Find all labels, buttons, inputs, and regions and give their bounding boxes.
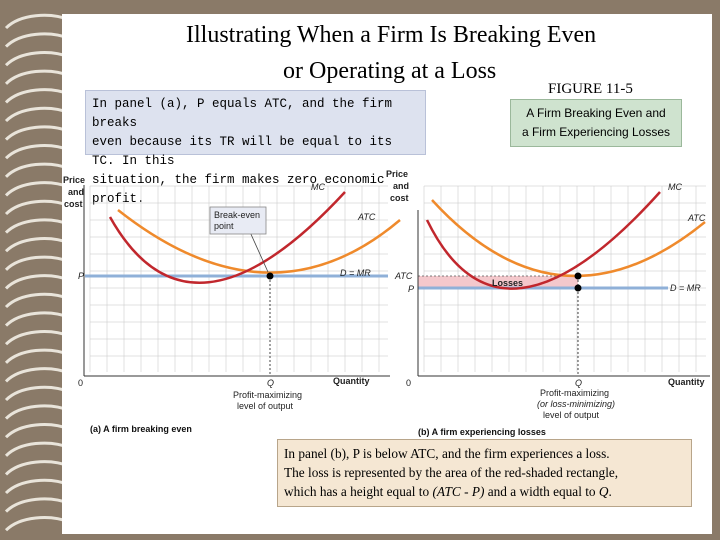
figure-caption-box: A Firm Breaking Even and a Firm Experien… [510,99,682,147]
panel-b-note-line3-mid: and a width equal to [484,484,599,499]
panel-b-note-line3-q: Q [598,484,609,499]
panel-a-callout-box [209,206,267,235]
panel-a-ylabel-3: cost [64,199,83,209]
panel-b-atc-point [574,272,582,280]
panel-a-dmr-label: D = MR [340,268,371,278]
panel-b-note-line3-pre: which has a height equal to [284,484,433,499]
panel-b-atc-tick: ATC [394,271,413,281]
panel-a-q-tick: Q [267,378,274,388]
panel-a-atc-curve [117,209,401,274]
panel-a-p-tick: P [78,271,84,281]
panel-a-callout-line2: point [214,221,234,231]
panel-b-mc-label: MC [668,182,682,192]
panel-b-price-point [574,284,582,292]
panel-a-note-line2: even because its TR will be equal to its… [92,135,393,168]
panel-b-q-tick: Q [575,378,582,388]
panel-b-atc-label: ATC [687,213,706,223]
panel-a-q-label-2: level of output [237,401,294,411]
panel-a-caption: (a) A firm breaking even [90,424,192,434]
figure-number: FIGURE 11-5 [548,81,633,97]
panel-b-q-label-1: Profit-maximizing [540,388,609,398]
slide-title-line1: Illustrating When a Firm Is Breaking Eve… [186,22,597,48]
panel-a-note: In panel (a), P equals ATC, and the firm… [85,90,426,206]
panel-a-atc-label: ATC [357,212,376,222]
panel-b-note-line1: In panel (b), P is below ATC, and the fi… [284,446,610,461]
panel-a-callout-line1: Break-even [214,210,260,220]
slide-title-line2: or Operating at a Loss [283,58,497,84]
panel-b-mc-curve [425,191,661,290]
panel-b-losses-label: Losses [492,278,523,288]
panel-b-p-tick: P [408,284,414,294]
panel-b-note-line3-end: . [608,484,612,499]
panel-b-note-line3-italic: (ATC - P) [432,484,485,499]
panel-a-note-line1: In panel (a), P equals ATC, and the firm… [92,97,393,130]
panel-b-ylabel-3: cost [390,193,409,203]
panel-a-ylabel-2: and [68,187,84,197]
panel-a-mc-label: MC [311,182,325,192]
panel-a-ylabel-1: Price [63,175,85,185]
panel-a-note-line3: situation, the firm makes zero economic … [92,173,385,206]
panel-b-xlabel: Quantity [668,377,705,387]
panel-a-mc-curve [108,191,346,284]
panel-b-ylabel-2: and [393,181,409,191]
figure-caption-line2: a Firm Experiencing Losses [521,125,671,139]
panel-b-note: In panel (b), P is below ATC, and the fi… [277,439,692,507]
panel-b-q-label-2: (or loss-minimizing) [537,399,615,409]
panel-b-dmr-label: D = MR [670,283,701,293]
panel-b-caption: (b) A firm experiencing losses [418,427,546,437]
panel-a-grid [89,185,388,372]
panel-a-q-label-1: Profit-maximizing [233,390,302,400]
panel-b-note-line2: The loss is represented by the area of t… [284,465,619,480]
panel-b-note-line3: which has a height equal to (ATC - P) an… [284,482,685,501]
panel-b-origin: 0 [406,378,411,388]
panel-a-break-even-point [266,272,274,280]
panel-b-ylabel-1: Price [386,169,408,179]
panel-b-q-label-3: level of output [543,410,600,420]
panel-b-atc-curve [431,199,706,278]
panel-a-callout-leader [249,231,269,273]
figure-caption-line1: A Firm Breaking Even and [526,106,666,120]
panel-a-origin: 0 [78,378,83,388]
panel-a-xlabel: Quantity [333,376,370,386]
